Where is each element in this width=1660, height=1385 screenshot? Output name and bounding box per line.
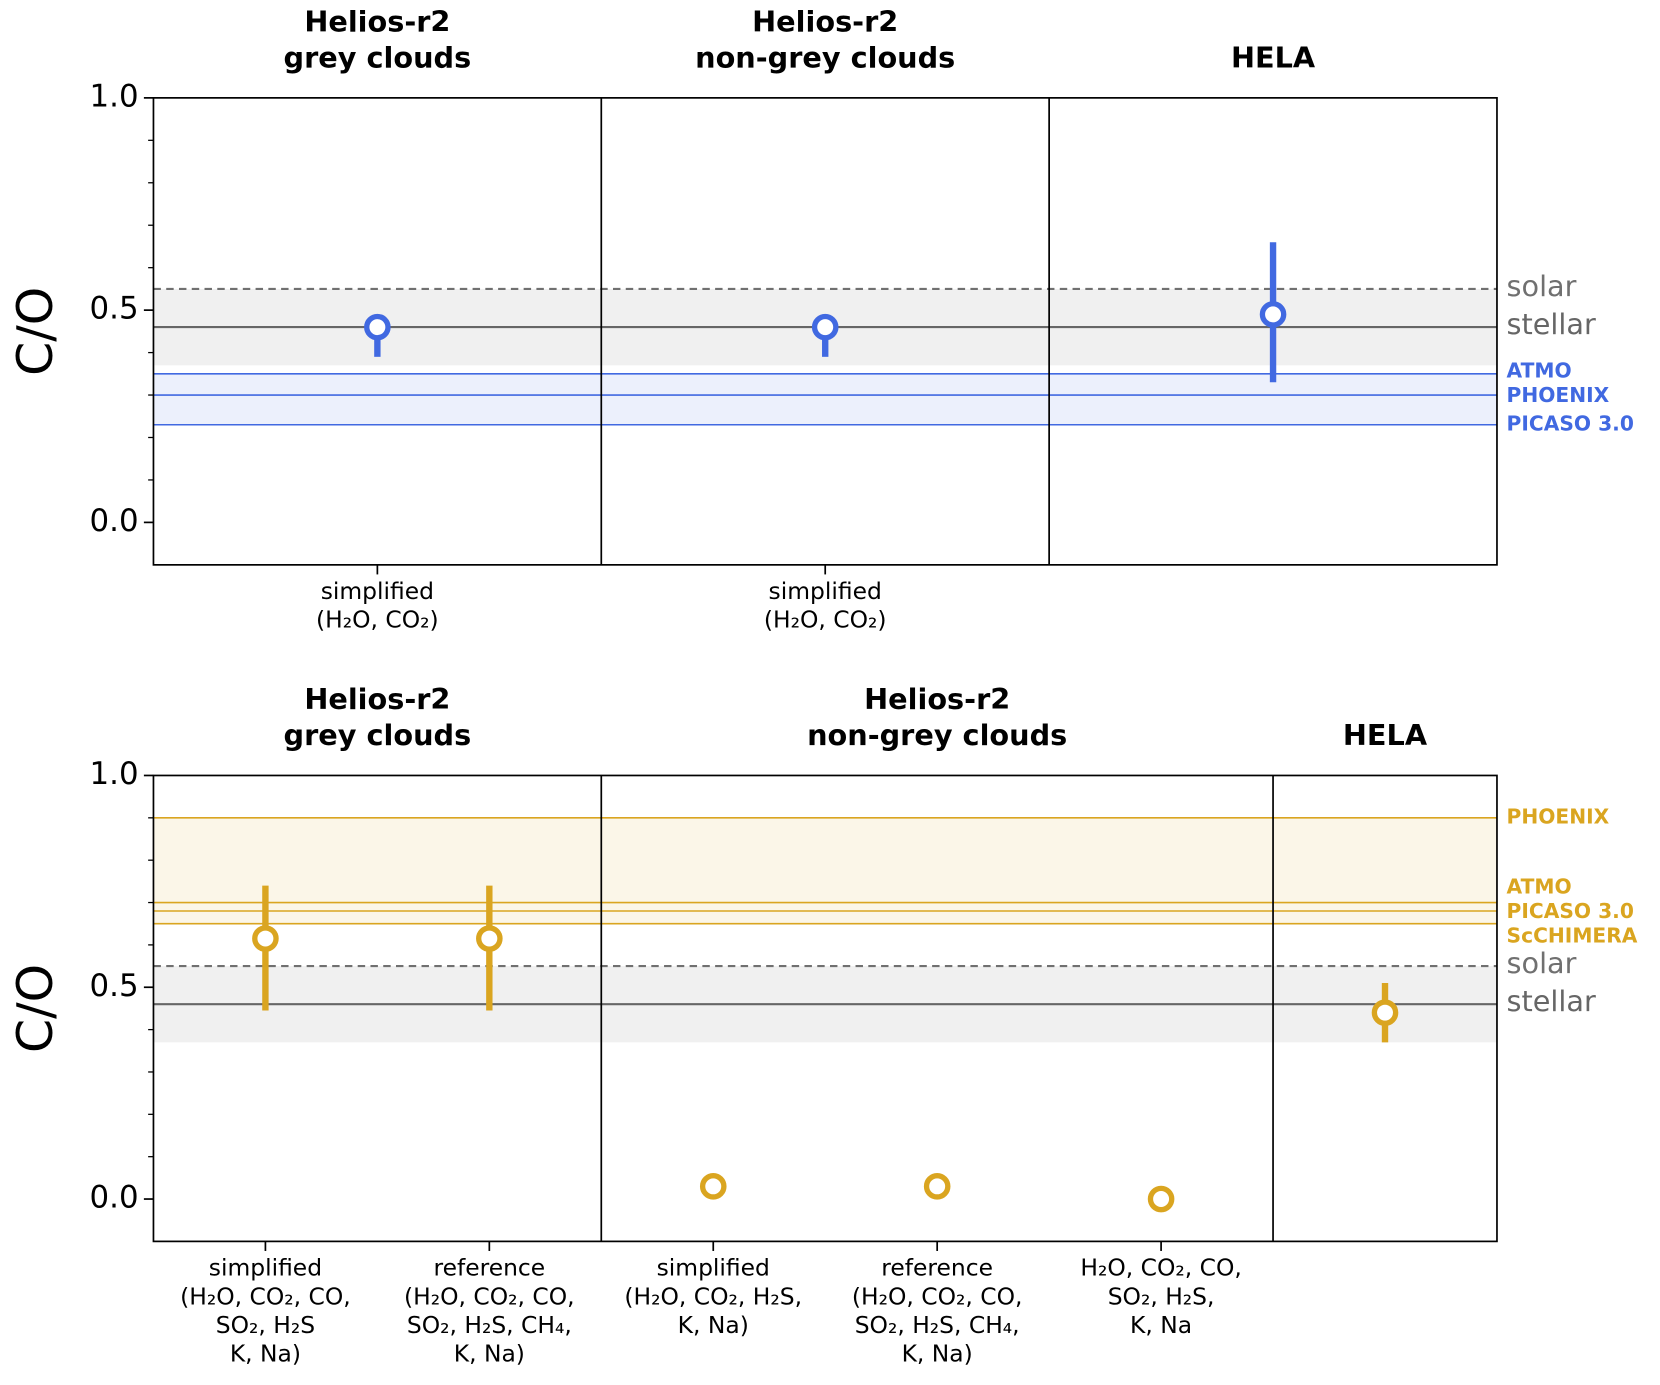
x-tick-label: reference — [433, 1254, 545, 1282]
model-band — [153, 373, 1497, 425]
panel-title: grey clouds — [284, 718, 472, 752]
model-label: ScCHIMERA — [1507, 923, 1638, 947]
marker — [923, 1173, 951, 1200]
y-axis-label: C/O — [7, 964, 64, 1053]
marker — [476, 925, 503, 952]
model-label: ATMO — [1507, 874, 1572, 898]
x-tick-label: K, Na) — [230, 1340, 301, 1368]
x-tick-label: (H₂O, CO₂, H₂S, — [624, 1282, 802, 1310]
reference-label: solar — [1507, 946, 1577, 980]
model-label: ATMO — [1507, 359, 1572, 383]
x-tick-label: (H₂O, CO₂) — [316, 606, 439, 634]
panel-title: grey clouds — [284, 41, 472, 75]
panel-title: HELA — [1231, 41, 1316, 75]
reference-label: stellar — [1507, 984, 1596, 1018]
x-tick-label: (H₂O, CO₂, CO, — [852, 1282, 1023, 1310]
x-tick-label: K, Na) — [454, 1340, 525, 1368]
marker — [699, 1173, 727, 1200]
y-tick-label: 0.0 — [90, 1180, 139, 1216]
panel-title: non-grey clouds — [807, 718, 1067, 752]
y-tick-label: 0.5 — [90, 968, 139, 1004]
x-tick-label: (H₂O, CO₂, CO, — [404, 1282, 575, 1310]
x-tick-label: H₂O, CO₂, CO, — [1080, 1254, 1241, 1282]
panel-title: Helios-r2 — [864, 682, 1010, 716]
y-tick-label: 1.0 — [90, 78, 139, 114]
panel-title: HELA — [1343, 718, 1428, 752]
y-axis-label: C/O — [7, 287, 64, 376]
x-tick-label: SO₂, H₂S, CH₄, — [855, 1311, 1020, 1339]
x-tick-label: (H₂O, CO₂, CO, — [180, 1282, 351, 1310]
x-tick-label: K, Na — [1130, 1311, 1192, 1339]
model-label: PHOENIX — [1507, 804, 1610, 828]
x-tick-label: K, Na) — [902, 1340, 973, 1368]
x-tick-label: K, Na) — [678, 1311, 749, 1339]
reference-label: stellar — [1507, 307, 1596, 341]
x-tick-label: SO₂, H₂S — [216, 1311, 315, 1339]
model-label: PHOENIX — [1507, 383, 1610, 407]
x-tick-label: simplified — [657, 1254, 770, 1282]
axes-frame — [152, 774, 1498, 1243]
model-band — [153, 817, 1497, 924]
y-tick-label: 1.0 — [90, 756, 139, 792]
x-tick-label: simplified — [209, 1254, 322, 1282]
x-tick-label: SO₂, H₂S, CH₄, — [407, 1311, 572, 1339]
marker — [364, 313, 391, 341]
marker — [252, 925, 279, 952]
y-tick-label: 0.5 — [90, 291, 139, 327]
x-tick-label: (H₂O, CO₂) — [764, 606, 887, 634]
x-tick-label: reference — [881, 1254, 993, 1282]
y-tick-label: 0.0 — [90, 503, 139, 539]
panel-title: Helios-r2 — [304, 4, 450, 38]
x-tick-label: simplified — [769, 577, 882, 605]
x-tick-label: SO₂, H₂S, — [1108, 1282, 1215, 1310]
panel-title: non-grey clouds — [695, 41, 955, 75]
panel-title: Helios-r2 — [304, 682, 450, 716]
model-label: PICASO 3.0 — [1507, 899, 1634, 923]
marker — [1259, 301, 1287, 328]
marker — [811, 313, 839, 341]
x-tick-label: simplified — [321, 577, 434, 605]
panel-title: Helios-r2 — [752, 4, 898, 38]
reference-label: solar — [1507, 269, 1577, 303]
model-label: PICASO 3.0 — [1507, 411, 1634, 435]
marker — [1371, 999, 1399, 1026]
marker — [1147, 1185, 1175, 1213]
